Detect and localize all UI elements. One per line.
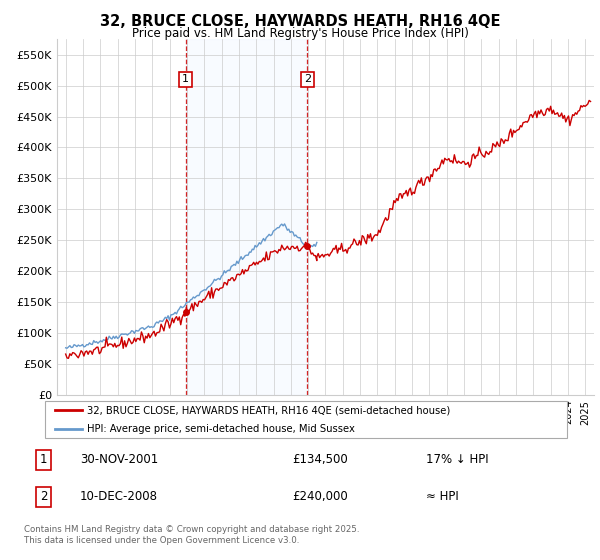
Text: 10-DEC-2008: 10-DEC-2008 <box>80 491 158 503</box>
Text: HPI: Average price, semi-detached house, Mid Sussex: HPI: Average price, semi-detached house,… <box>87 424 355 433</box>
Text: 2: 2 <box>40 491 47 503</box>
Text: £240,000: £240,000 <box>292 491 347 503</box>
FancyBboxPatch shape <box>44 402 567 437</box>
Text: £134,500: £134,500 <box>292 453 347 466</box>
Text: 30-NOV-2001: 30-NOV-2001 <box>80 453 158 466</box>
Text: 32, BRUCE CLOSE, HAYWARDS HEATH, RH16 4QE: 32, BRUCE CLOSE, HAYWARDS HEATH, RH16 4Q… <box>100 14 500 29</box>
Text: ≈ HPI: ≈ HPI <box>426 491 458 503</box>
Text: 1: 1 <box>40 453 47 466</box>
Text: Price paid vs. HM Land Registry's House Price Index (HPI): Price paid vs. HM Land Registry's House … <box>131 27 469 40</box>
Text: 32, BRUCE CLOSE, HAYWARDS HEATH, RH16 4QE (semi-detached house): 32, BRUCE CLOSE, HAYWARDS HEATH, RH16 4Q… <box>87 405 450 415</box>
Text: 2: 2 <box>304 74 311 85</box>
Bar <box>185 39 307 395</box>
Text: Contains HM Land Registry data © Crown copyright and database right 2025.
This d: Contains HM Land Registry data © Crown c… <box>24 525 359 545</box>
Text: 17% ↓ HPI: 17% ↓ HPI <box>426 453 488 466</box>
Text: 1: 1 <box>182 74 189 85</box>
